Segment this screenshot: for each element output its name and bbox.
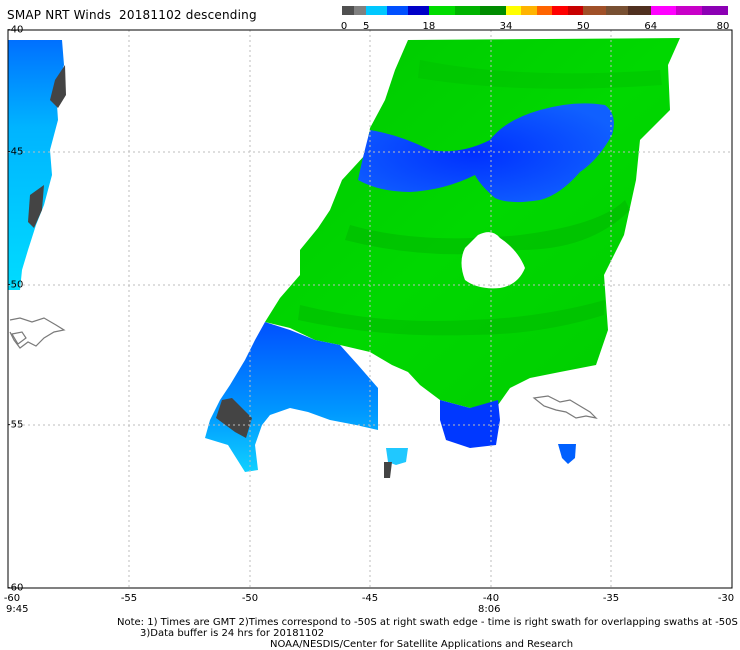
latitude-tick-label: -60 bbox=[7, 582, 24, 594]
colorbar-swatch bbox=[583, 6, 606, 15]
calm-patch bbox=[28, 185, 44, 228]
colorbar-swatch bbox=[702, 6, 728, 15]
colorbar-tick-label: 80 bbox=[716, 21, 730, 32]
colorbar-swatch bbox=[536, 6, 553, 15]
swath-time-mid: 8:06 bbox=[478, 604, 501, 615]
main-swath bbox=[265, 38, 680, 408]
latitude-tick-label: -55 bbox=[7, 419, 24, 431]
graticule bbox=[8, 30, 732, 588]
colorbar-tick-label: 5 bbox=[362, 21, 370, 32]
colorbar-tick-label: 64 bbox=[644, 21, 658, 32]
calm-patch bbox=[50, 65, 66, 108]
longitude-tick-label: -30 bbox=[717, 593, 735, 604]
colorbar-swatch bbox=[480, 6, 506, 15]
calm-patch bbox=[384, 462, 392, 478]
west-swath bbox=[8, 40, 66, 290]
wind-speed-colorbar bbox=[342, 6, 728, 15]
coastlines bbox=[9, 317, 598, 419]
colorbar-swatch bbox=[521, 6, 537, 15]
colorbar-tick-label: 34 bbox=[499, 21, 513, 32]
longitude-tick-label: -55 bbox=[120, 593, 138, 604]
colorbar-swatch bbox=[407, 6, 429, 15]
longitude-tick-label: -35 bbox=[602, 593, 620, 604]
south-swath bbox=[384, 400, 576, 478]
longitude-tick-label: -40 bbox=[482, 593, 500, 604]
data-gap bbox=[461, 232, 525, 289]
note-line-3: NOAA/NESDIS/Center for Satellite Applica… bbox=[270, 639, 574, 650]
latitude-tick-label: -45 bbox=[7, 146, 24, 158]
colorbar-swatch bbox=[506, 6, 522, 15]
latitude-tick-label: -50 bbox=[7, 279, 24, 291]
longitude-tick-label: -50 bbox=[241, 593, 259, 604]
colorbar-swatch bbox=[628, 6, 651, 15]
calm-patch bbox=[216, 398, 252, 438]
longitude-tick-label: -45 bbox=[361, 593, 379, 604]
colorbar-swatch bbox=[676, 6, 703, 15]
colorbar-swatch bbox=[552, 6, 568, 15]
colorbar-swatch bbox=[428, 6, 455, 15]
colorbar-swatch bbox=[342, 6, 355, 15]
latitude-tick-label: -40 bbox=[7, 24, 24, 36]
colorbar-tick-label: 50 bbox=[576, 21, 590, 32]
colorbar-swatch bbox=[454, 6, 481, 15]
swath-time-left: 9:45 bbox=[6, 604, 29, 615]
colorbar-tick-label: 0 bbox=[340, 21, 348, 32]
map-frame bbox=[7, 29, 733, 589]
moderate-wind-band bbox=[358, 103, 614, 203]
longitude-tick-label: -60 bbox=[3, 593, 21, 604]
colorbar-swatch bbox=[567, 6, 584, 15]
colorbar-swatch bbox=[605, 6, 629, 15]
colorbar-swatch bbox=[366, 6, 388, 15]
note-line-2: 3)Data buffer is 24 hrs for 20181102 bbox=[140, 628, 325, 639]
colorbar-tick-label: 18 bbox=[422, 21, 436, 32]
colorbar-swatch bbox=[354, 6, 367, 15]
southwest-swath bbox=[205, 322, 378, 472]
colorbar-swatch bbox=[387, 6, 408, 15]
map-title: SMAP NRT Winds 20181102 descending bbox=[7, 8, 257, 22]
colorbar-swatch bbox=[650, 6, 677, 15]
note-line-1: Note: 1) Times are GMT 2)Times correspon… bbox=[117, 617, 738, 628]
